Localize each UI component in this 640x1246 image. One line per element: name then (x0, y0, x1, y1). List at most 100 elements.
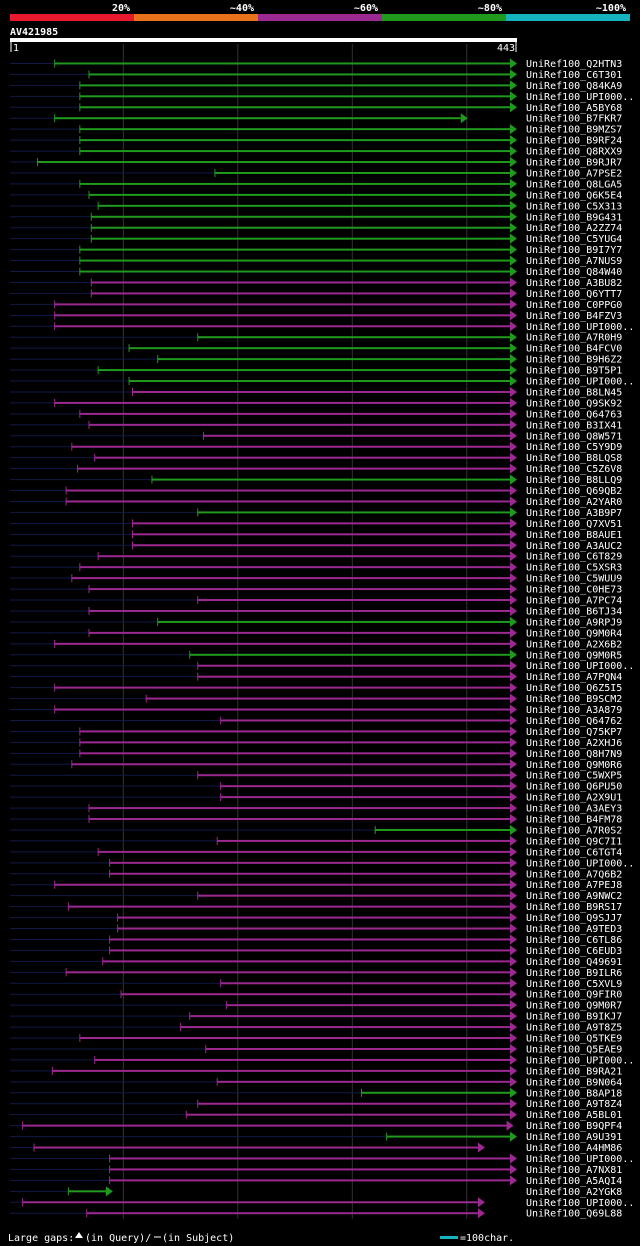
hit-arrow-6 (510, 124, 517, 135)
hit-bar-41 (197, 511, 510, 514)
hit-arrow-21 (510, 288, 517, 299)
hit-row-4: UniRef100_A5BY68 (10, 102, 622, 114)
hit-row-29: UniRef100_UPI000.. (10, 376, 634, 388)
legend-label-0: 20% (112, 3, 130, 14)
query-ruler-bar (10, 38, 517, 42)
hit-arrow-80 (510, 934, 517, 945)
hit-label-45: UniRef100_C6T829 (526, 552, 622, 563)
hit-row-13: UniRef100_C5X313 (10, 200, 622, 212)
hit-bar-54 (189, 653, 510, 656)
hit-arrow-18 (510, 255, 517, 266)
hit-bar-71 (217, 839, 511, 842)
hit-bar-90 (205, 1047, 510, 1050)
hit-arrow-77 (510, 901, 517, 912)
hit-arrow-61 (510, 726, 517, 737)
query-gap-label: (in Query)/ (85, 1233, 151, 1244)
hit-arrow-104 (477, 1197, 485, 1208)
hit-arrow-67 (510, 792, 517, 803)
hit-label-5: UniRef100_B7FKR7 (526, 114, 622, 125)
hit-arrow-52 (510, 627, 517, 638)
hit-label-36: UniRef100_B8LQS8 (526, 453, 622, 464)
hit-row-52: UniRef100_Q9M0R4 (10, 627, 622, 639)
hit-row-86: UniRef100_Q9M0R7 (10, 1000, 622, 1012)
hit-arrow-8 (510, 146, 517, 157)
hit-bar-7 (79, 139, 510, 142)
hit-arrow-69 (510, 814, 517, 825)
hit-arrow-54 (510, 649, 517, 660)
hit-bar-56 (197, 675, 510, 678)
hit-row-64: UniRef100_Q9M0R6 (10, 759, 622, 771)
hit-bar-68 (88, 807, 510, 810)
hit-bar-99 (34, 1146, 478, 1149)
hit-row-37: UniRef100_C5Z6V8 (10, 463, 622, 475)
hit-label-65: UniRef100_C5WXP5 (526, 771, 622, 782)
hit-label-87: UniRef100_B9IKJ7 (526, 1012, 622, 1023)
hit-arrow-7 (510, 135, 517, 146)
hit-label-1: UniRef100_C6T301 (526, 70, 622, 81)
hit-row-102: UniRef100_A5AQI4 (10, 1175, 622, 1187)
hit-row-47: UniRef100_C5WUU9 (10, 573, 622, 585)
hit-label-83: UniRef100_B9ILR6 (526, 968, 622, 979)
hit-label-13: UniRef100_C5X313 (526, 201, 622, 212)
hit-row-19: UniRef100_Q84W40 (10, 266, 622, 278)
hit-label-58: UniRef100_B9SCM2 (526, 694, 622, 705)
hit-row-45: UniRef100_C6T829 (10, 551, 622, 563)
hit-arrow-90 (510, 1043, 517, 1054)
hit-row-67: UniRef100_A2X9U1 (10, 792, 622, 804)
query-id: AV421985 (10, 27, 58, 38)
hit-bar-48 (88, 588, 510, 591)
hit-bar-26 (129, 347, 510, 350)
hit-bar-75 (54, 883, 510, 886)
hit-row-48: UniRef100_C0HE73 (10, 584, 622, 596)
hit-row-30: UniRef100_B8LN45 (10, 386, 622, 398)
legend-swatch-2 (258, 14, 382, 21)
hit-label-92: UniRef100_B9RA21 (526, 1066, 622, 1077)
hit-label-97: UniRef100_B9QPF4 (526, 1121, 622, 1132)
hit-arrow-73 (510, 857, 517, 868)
hit-row-36: UniRef100_B8LQS8 (10, 452, 622, 464)
hit-label-23: UniRef100_B4FZV3 (526, 311, 622, 322)
hit-arrow-92 (510, 1065, 517, 1076)
hit-row-93: UniRef100_B9N064 (10, 1076, 622, 1088)
hit-label-29: UniRef100_UPI000.. (526, 377, 634, 388)
hit-row-83: UniRef100_B9ILR6 (10, 967, 622, 979)
hit-bar-4 (79, 106, 510, 109)
hit-label-38: UniRef100_B8LLQ9 (526, 475, 622, 486)
scale-bar (440, 1236, 458, 1239)
hit-bar-82 (102, 960, 510, 963)
hit-label-14: UniRef100_B9G431 (526, 212, 622, 223)
hit-row-23: UniRef100_B4FZV3 (10, 310, 622, 322)
hit-label-47: UniRef100_C5WUU9 (526, 574, 622, 585)
hit-arrow-49 (510, 595, 517, 606)
hit-label-3: UniRef100_UPI000.. (526, 92, 634, 103)
hit-arrow-44 (510, 540, 517, 551)
hit-arrow-76 (510, 890, 517, 901)
hit-bar-13 (98, 204, 510, 207)
hit-bar-76 (197, 894, 510, 897)
hit-arrow-1 (510, 69, 517, 80)
hit-arrow-86 (510, 1000, 517, 1011)
hit-label-89: UniRef100_Q5TKE9 (526, 1034, 622, 1045)
hit-arrow-20 (510, 277, 517, 288)
hit-row-8: UniRef100_Q8RXX9 (10, 146, 622, 158)
hit-arrow-27 (510, 354, 517, 365)
hit-label-33: UniRef100_B3IX41 (526, 420, 622, 431)
hit-bar-73 (109, 861, 510, 864)
hit-arrow-57 (510, 682, 517, 693)
hit-bar-61 (79, 730, 510, 733)
hit-bar-105 (86, 1212, 478, 1215)
hit-label-25: UniRef100_A7R0H9 (526, 333, 622, 344)
hit-arrow-82 (510, 956, 517, 967)
hit-arrow-2 (510, 80, 517, 91)
hit-row-68: UniRef100_A3AEY3 (10, 803, 622, 815)
hit-label-42: UniRef100_Q7XV51 (526, 519, 622, 530)
hit-label-100: UniRef100_UPI000.. (526, 1154, 634, 1165)
footer: Large gaps: (in Query)/ (in Subject) =10… (8, 1232, 514, 1244)
hit-row-25: UniRef100_A7R0H9 (10, 332, 622, 344)
hit-bar-66 (220, 785, 511, 788)
hit-bar-70 (375, 828, 510, 831)
hit-row-44: UniRef100_A3AUC2 (10, 540, 622, 552)
hit-row-85: UniRef100_Q9FIR0 (10, 989, 622, 1001)
hit-label-46: UniRef100_C5XSR3 (526, 563, 622, 574)
hit-arrow-32 (510, 408, 517, 419)
